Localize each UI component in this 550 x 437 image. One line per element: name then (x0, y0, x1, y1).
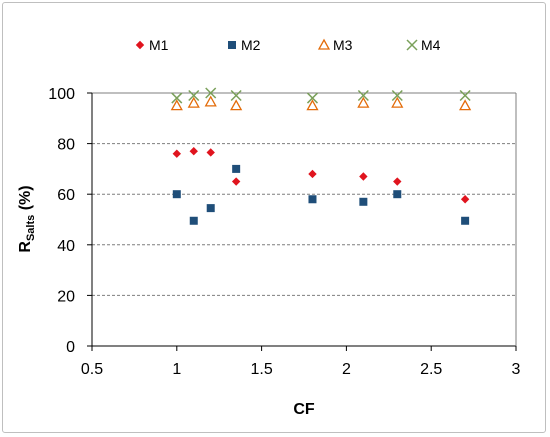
x-tick-label-1: 1 (172, 361, 181, 378)
point-m3-7 (459, 99, 472, 111)
point-m3-3 (230, 99, 243, 111)
point-m2-0 (172, 190, 181, 199)
legend-marker-m1 (135, 40, 145, 50)
plot-area (92, 93, 516, 346)
point-m2-1 (189, 216, 198, 225)
point-m3-1 (187, 96, 200, 108)
point-m4-1 (188, 89, 200, 102)
y-tick-label-40: 40 (57, 238, 75, 255)
point-m1-1 (189, 146, 198, 156)
y-tick-label-80: 80 (57, 137, 75, 154)
legend-marker-m3 (317, 38, 331, 50)
point-m2-2 (206, 204, 215, 213)
point-m4-2 (205, 87, 217, 99)
point-m3-2 (204, 95, 217, 107)
point-m4-3 (230, 89, 242, 102)
y-tick-label-0: 0 (66, 339, 75, 356)
legend-item-m4: M4 (406, 37, 441, 53)
point-m3-0 (170, 99, 183, 111)
legend-label-m1: M1 (149, 37, 169, 53)
point-m2-6 (393, 190, 402, 199)
legend-marker-m4 (406, 39, 418, 51)
point-m2-4 (308, 195, 317, 204)
point-m4-0 (171, 92, 183, 104)
point-m1-4 (308, 169, 317, 179)
x-tick-label-1.5: 1.5 (250, 361, 272, 378)
point-m4-5 (357, 89, 369, 102)
y-tick-label-60: 60 (57, 187, 75, 204)
y-tick-label-100: 100 (48, 86, 75, 103)
point-m3-6 (391, 96, 404, 108)
y-axis-title-main: R (17, 241, 34, 253)
point-m1-3 (231, 177, 241, 186)
point-m1-0 (172, 149, 181, 158)
point-m4-7 (459, 89, 471, 102)
y-tick-label-20: 20 (57, 288, 75, 305)
x-tick-label-2: 2 (342, 361, 351, 378)
y-axis-title-unit: (%) (17, 185, 34, 214)
point-m4-4 (306, 92, 319, 104)
point-m3-4 (306, 99, 319, 111)
legend-label-m4: M4 (421, 37, 441, 53)
point-m2-5 (359, 197, 368, 206)
x-tick-label-2.5: 2.5 (420, 361, 442, 378)
legend-item-m1: M1 (135, 37, 169, 53)
point-m1-2 (206, 148, 215, 157)
point-m3-5 (357, 96, 370, 108)
point-m2-3 (232, 164, 241, 173)
y-axis-title: RSalts (%) (17, 185, 37, 252)
point-m4-6 (391, 89, 403, 102)
legend-label-m2: M2 (241, 37, 261, 53)
point-m1-7 (460, 195, 470, 204)
legend-item-m3: M3 (317, 37, 353, 53)
legend-marker-m2 (228, 41, 236, 49)
point-m1-6 (393, 177, 402, 186)
legend-label-m3: M3 (333, 37, 353, 53)
point-m1-5 (359, 172, 368, 181)
x-tick-label-0.5: 0.5 (81, 361, 103, 378)
x-axis-title: CF (293, 401, 315, 418)
legend-item-m2: M2 (228, 37, 261, 53)
x-tick-label-3: 3 (512, 361, 521, 378)
y-axis-title-subscript: Salts (25, 215, 37, 241)
point-m2-7 (461, 216, 470, 225)
